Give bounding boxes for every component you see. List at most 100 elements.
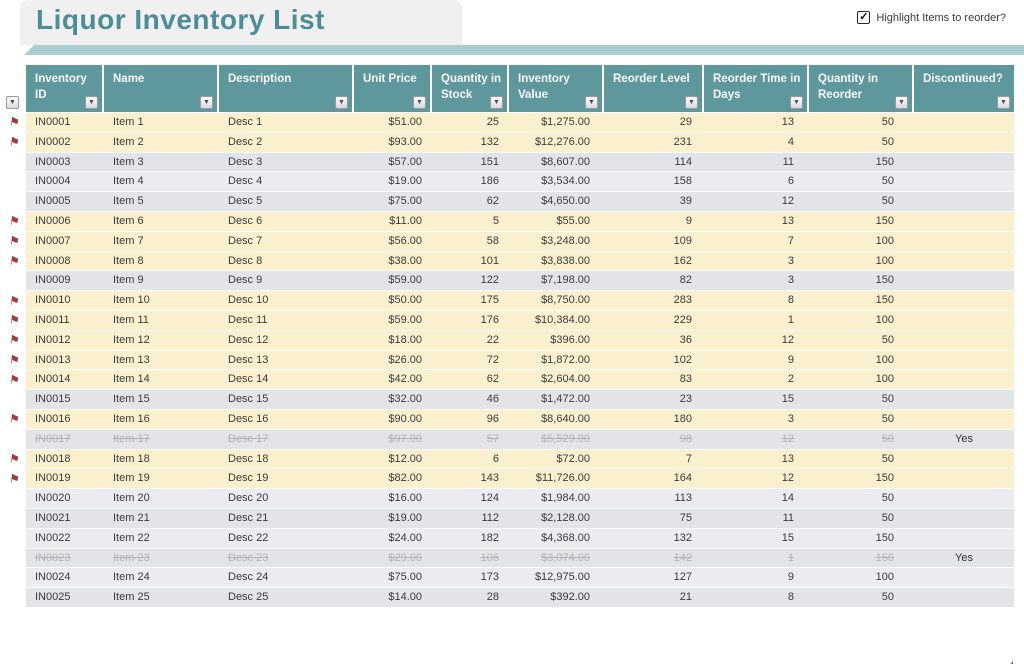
cell-level[interactable]: 231 [673, 135, 692, 148]
cell-desc[interactable]: Desc 22 [228, 531, 269, 544]
cell-rqty[interactable]: 100 [875, 234, 894, 247]
cell-qty[interactable]: 143 [480, 472, 499, 485]
cell-level[interactable]: 113 [674, 492, 692, 505]
cell-discontinued[interactable] [914, 331, 1014, 350]
cell-id[interactable]: IN0009 [35, 274, 71, 287]
cell-time[interactable]: 11 [782, 511, 794, 524]
cell-desc[interactable]: Desc 7 [228, 234, 263, 247]
cell-name[interactable]: Item 11 [113, 313, 149, 326]
cell-qty[interactable]: 96 [486, 412, 499, 425]
cell-price[interactable]: $56.00 [388, 234, 422, 247]
cell-name[interactable]: Item 7 [113, 234, 144, 247]
cell-rqty[interactable]: 50 [881, 116, 894, 128]
cell-name[interactable]: Item 1 [113, 116, 144, 128]
cell-qty[interactable]: 62 [486, 195, 499, 208]
cell-price[interactable]: $32.00 [388, 393, 422, 406]
cell-discontinued[interactable] [914, 469, 1014, 488]
cell-qty[interactable]: 175 [480, 294, 499, 307]
cell-id[interactable]: IN0011 [35, 313, 70, 326]
cell-level[interactable]: 162 [673, 254, 692, 267]
cell-rqty[interactable]: 50 [881, 511, 894, 524]
cell-discontinued[interactable] [914, 192, 1014, 211]
cell-level[interactable]: 164 [673, 472, 692, 485]
cell-time[interactable]: 14 [781, 492, 794, 505]
cell-value[interactable]: $3,534.00 [541, 175, 590, 188]
cell-qty[interactable]: 6 [492, 452, 499, 465]
cell-id[interactable]: IN0006 [35, 214, 71, 227]
cell-time[interactable]: 12 [781, 432, 794, 445]
cell-time[interactable]: 13 [781, 452, 794, 465]
cell-time[interactable]: 8 [787, 591, 794, 604]
cell-discontinued[interactable] [914, 509, 1014, 528]
cell-level[interactable]: 180 [673, 412, 692, 425]
cell-rqty[interactable]: 50 [881, 333, 894, 346]
cell-desc[interactable]: Desc 9 [228, 274, 263, 287]
cell-value[interactable]: $8,750.00 [541, 294, 590, 307]
filter-dropdown-name[interactable]: ▼ [200, 96, 213, 109]
cell-qty[interactable]: 5 [492, 214, 499, 227]
cell-value[interactable]: $3,248.00 [541, 234, 590, 247]
cell-value[interactable]: $2,604.00 [541, 373, 590, 386]
cell-discontinued[interactable] [914, 489, 1014, 508]
highlight-reorder-checkbox[interactable]: ✓ [857, 11, 871, 24]
cell-rqty[interactable]: 100 [875, 571, 894, 584]
cell-rqty[interactable]: 150 [875, 472, 894, 485]
cell-value[interactable]: $5,529.00 [541, 432, 590, 445]
cell-value[interactable]: $12,975.00 [534, 571, 590, 584]
cell-id[interactable]: IN0020 [35, 492, 71, 505]
cell-rqty[interactable]: 50 [881, 432, 894, 445]
cell-price[interactable]: $97.00 [388, 432, 422, 445]
cell-value[interactable]: $12,276.00 [534, 135, 590, 148]
cell-price[interactable]: $75.00 [388, 571, 422, 584]
cell-desc[interactable]: Desc 20 [228, 492, 269, 505]
cell-desc[interactable]: Desc 2 [228, 135, 263, 148]
cell-desc[interactable]: Desc 10 [228, 294, 269, 307]
cell-qty[interactable]: 173 [480, 571, 499, 584]
cell-name[interactable]: Item 19 [113, 472, 150, 485]
cell-desc[interactable]: Desc 16 [228, 412, 269, 425]
cell-desc[interactable]: Desc 12 [228, 333, 269, 346]
cell-time[interactable]: 1 [787, 313, 794, 326]
cell-name[interactable]: Item 21 [113, 511, 150, 524]
cell-time[interactable]: 8 [787, 294, 794, 307]
cell-rqty[interactable]: 50 [881, 452, 894, 465]
cell-level[interactable]: 102 [673, 353, 692, 366]
cell-discontinued[interactable] [914, 252, 1014, 271]
cell-name[interactable]: Item 23 [113, 551, 150, 564]
filter-dropdown-rqty[interactable]: ▼ [895, 96, 908, 109]
cell-desc[interactable]: Desc 19 [228, 472, 269, 485]
cell-discontinued[interactable] [914, 529, 1014, 548]
cell-value[interactable]: $72.00 [556, 452, 590, 465]
cell-discontinued[interactable]: Yes [955, 432, 973, 445]
cell-desc[interactable]: Desc 13 [228, 353, 269, 366]
cell-time[interactable]: 12 [781, 195, 794, 208]
cell-discontinued[interactable] [914, 133, 1014, 152]
cell-desc[interactable]: Desc 15 [228, 393, 269, 406]
cell-id[interactable]: IN0001 [35, 116, 71, 128]
filter-dropdown-level[interactable]: ▼ [685, 96, 698, 109]
cell-id[interactable]: IN0023 [35, 551, 71, 564]
cell-qty[interactable]: 112 [481, 511, 499, 524]
cell-name[interactable]: Item 8 [113, 254, 144, 267]
cell-name[interactable]: Item 9 [113, 274, 144, 287]
cell-price[interactable]: $90.00 [388, 412, 422, 425]
cell-level[interactable]: 283 [673, 294, 692, 307]
cell-qty[interactable]: 124 [480, 492, 499, 505]
cell-id[interactable]: IN0014 [35, 373, 71, 386]
cell-desc[interactable]: Desc 25 [228, 591, 269, 604]
cell-qty[interactable]: 25 [486, 116, 499, 128]
cell-name[interactable]: Item 13 [113, 353, 150, 366]
cell-price[interactable]: $51.00 [388, 116, 422, 128]
cell-time[interactable]: 15 [781, 393, 794, 406]
cell-level[interactable]: 7 [685, 452, 692, 465]
cell-name[interactable]: Item 25 [113, 591, 150, 604]
cell-discontinued[interactable] [914, 588, 1014, 607]
cell-level[interactable]: 36 [679, 333, 692, 346]
cell-id[interactable]: IN0003 [35, 155, 71, 168]
filter-dropdown-discontinued[interactable]: ▼ [997, 96, 1010, 109]
cell-rqty[interactable]: 150 [875, 294, 894, 307]
cell-price[interactable]: $42.00 [388, 373, 422, 386]
cell-value[interactable]: $1,275.00 [541, 116, 590, 128]
filter-dropdown-id[interactable]: ▼ [85, 96, 98, 109]
cell-price[interactable]: $14.00 [388, 591, 422, 604]
